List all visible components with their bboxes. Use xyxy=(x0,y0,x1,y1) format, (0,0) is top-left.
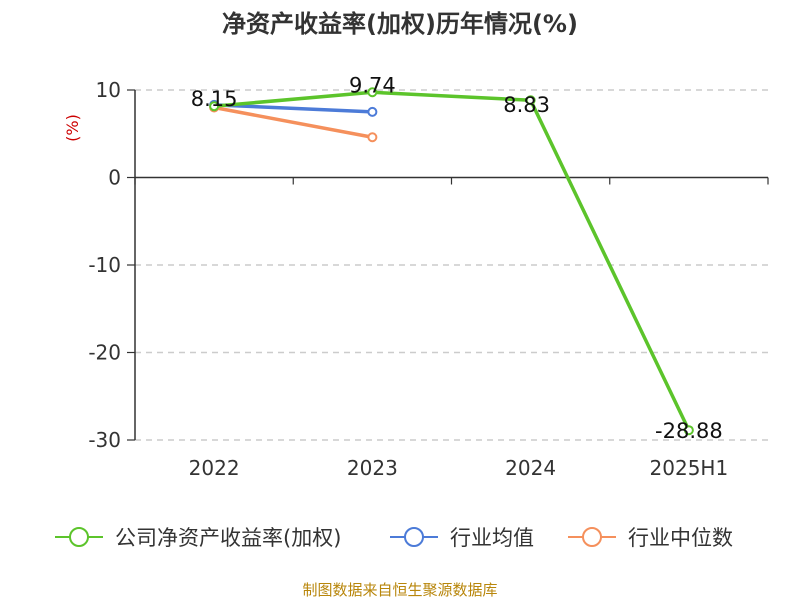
data-point xyxy=(683,425,694,436)
series-line-1 xyxy=(214,103,373,114)
data-label: 9.74 xyxy=(349,73,396,97)
data-point xyxy=(525,95,536,106)
x-tick-label: 2023 xyxy=(347,456,398,480)
x-tick-label: 2025H1 xyxy=(650,456,729,480)
y-tick-label: -10 xyxy=(88,253,121,277)
data-point xyxy=(367,87,378,98)
legend-label: 行业均值 xyxy=(450,526,534,550)
series-line-0 xyxy=(213,90,691,431)
legend-label: 公司净资产收益率(加权) xyxy=(115,526,341,550)
data-label: -28.88 xyxy=(655,419,723,443)
x-tick-label: 2022 xyxy=(189,456,240,480)
y-tick-label: 10 xyxy=(96,78,121,102)
legend-label: 行业中位数 xyxy=(628,526,733,550)
y-tick-label: 0 xyxy=(108,166,121,190)
y-axis-label: (%) xyxy=(63,114,82,142)
y-tick-label: -20 xyxy=(88,341,121,365)
data-point xyxy=(367,132,378,143)
y-tick-label: -30 xyxy=(88,428,121,452)
data-label: 8.83 xyxy=(503,93,550,117)
data-label: 8.15 xyxy=(191,87,238,111)
legend-marker xyxy=(582,527,602,547)
series-line-2 xyxy=(213,105,373,139)
chart-title: 净资产收益率(加权)历年情况(%) xyxy=(222,10,578,38)
data-point xyxy=(367,106,378,117)
legend-marker xyxy=(404,527,424,547)
legend-marker xyxy=(69,527,89,547)
x-tick-label: 2024 xyxy=(505,456,556,480)
source-note: 制图数据来自恒生聚源数据库 xyxy=(302,581,497,599)
data-point xyxy=(209,101,220,112)
